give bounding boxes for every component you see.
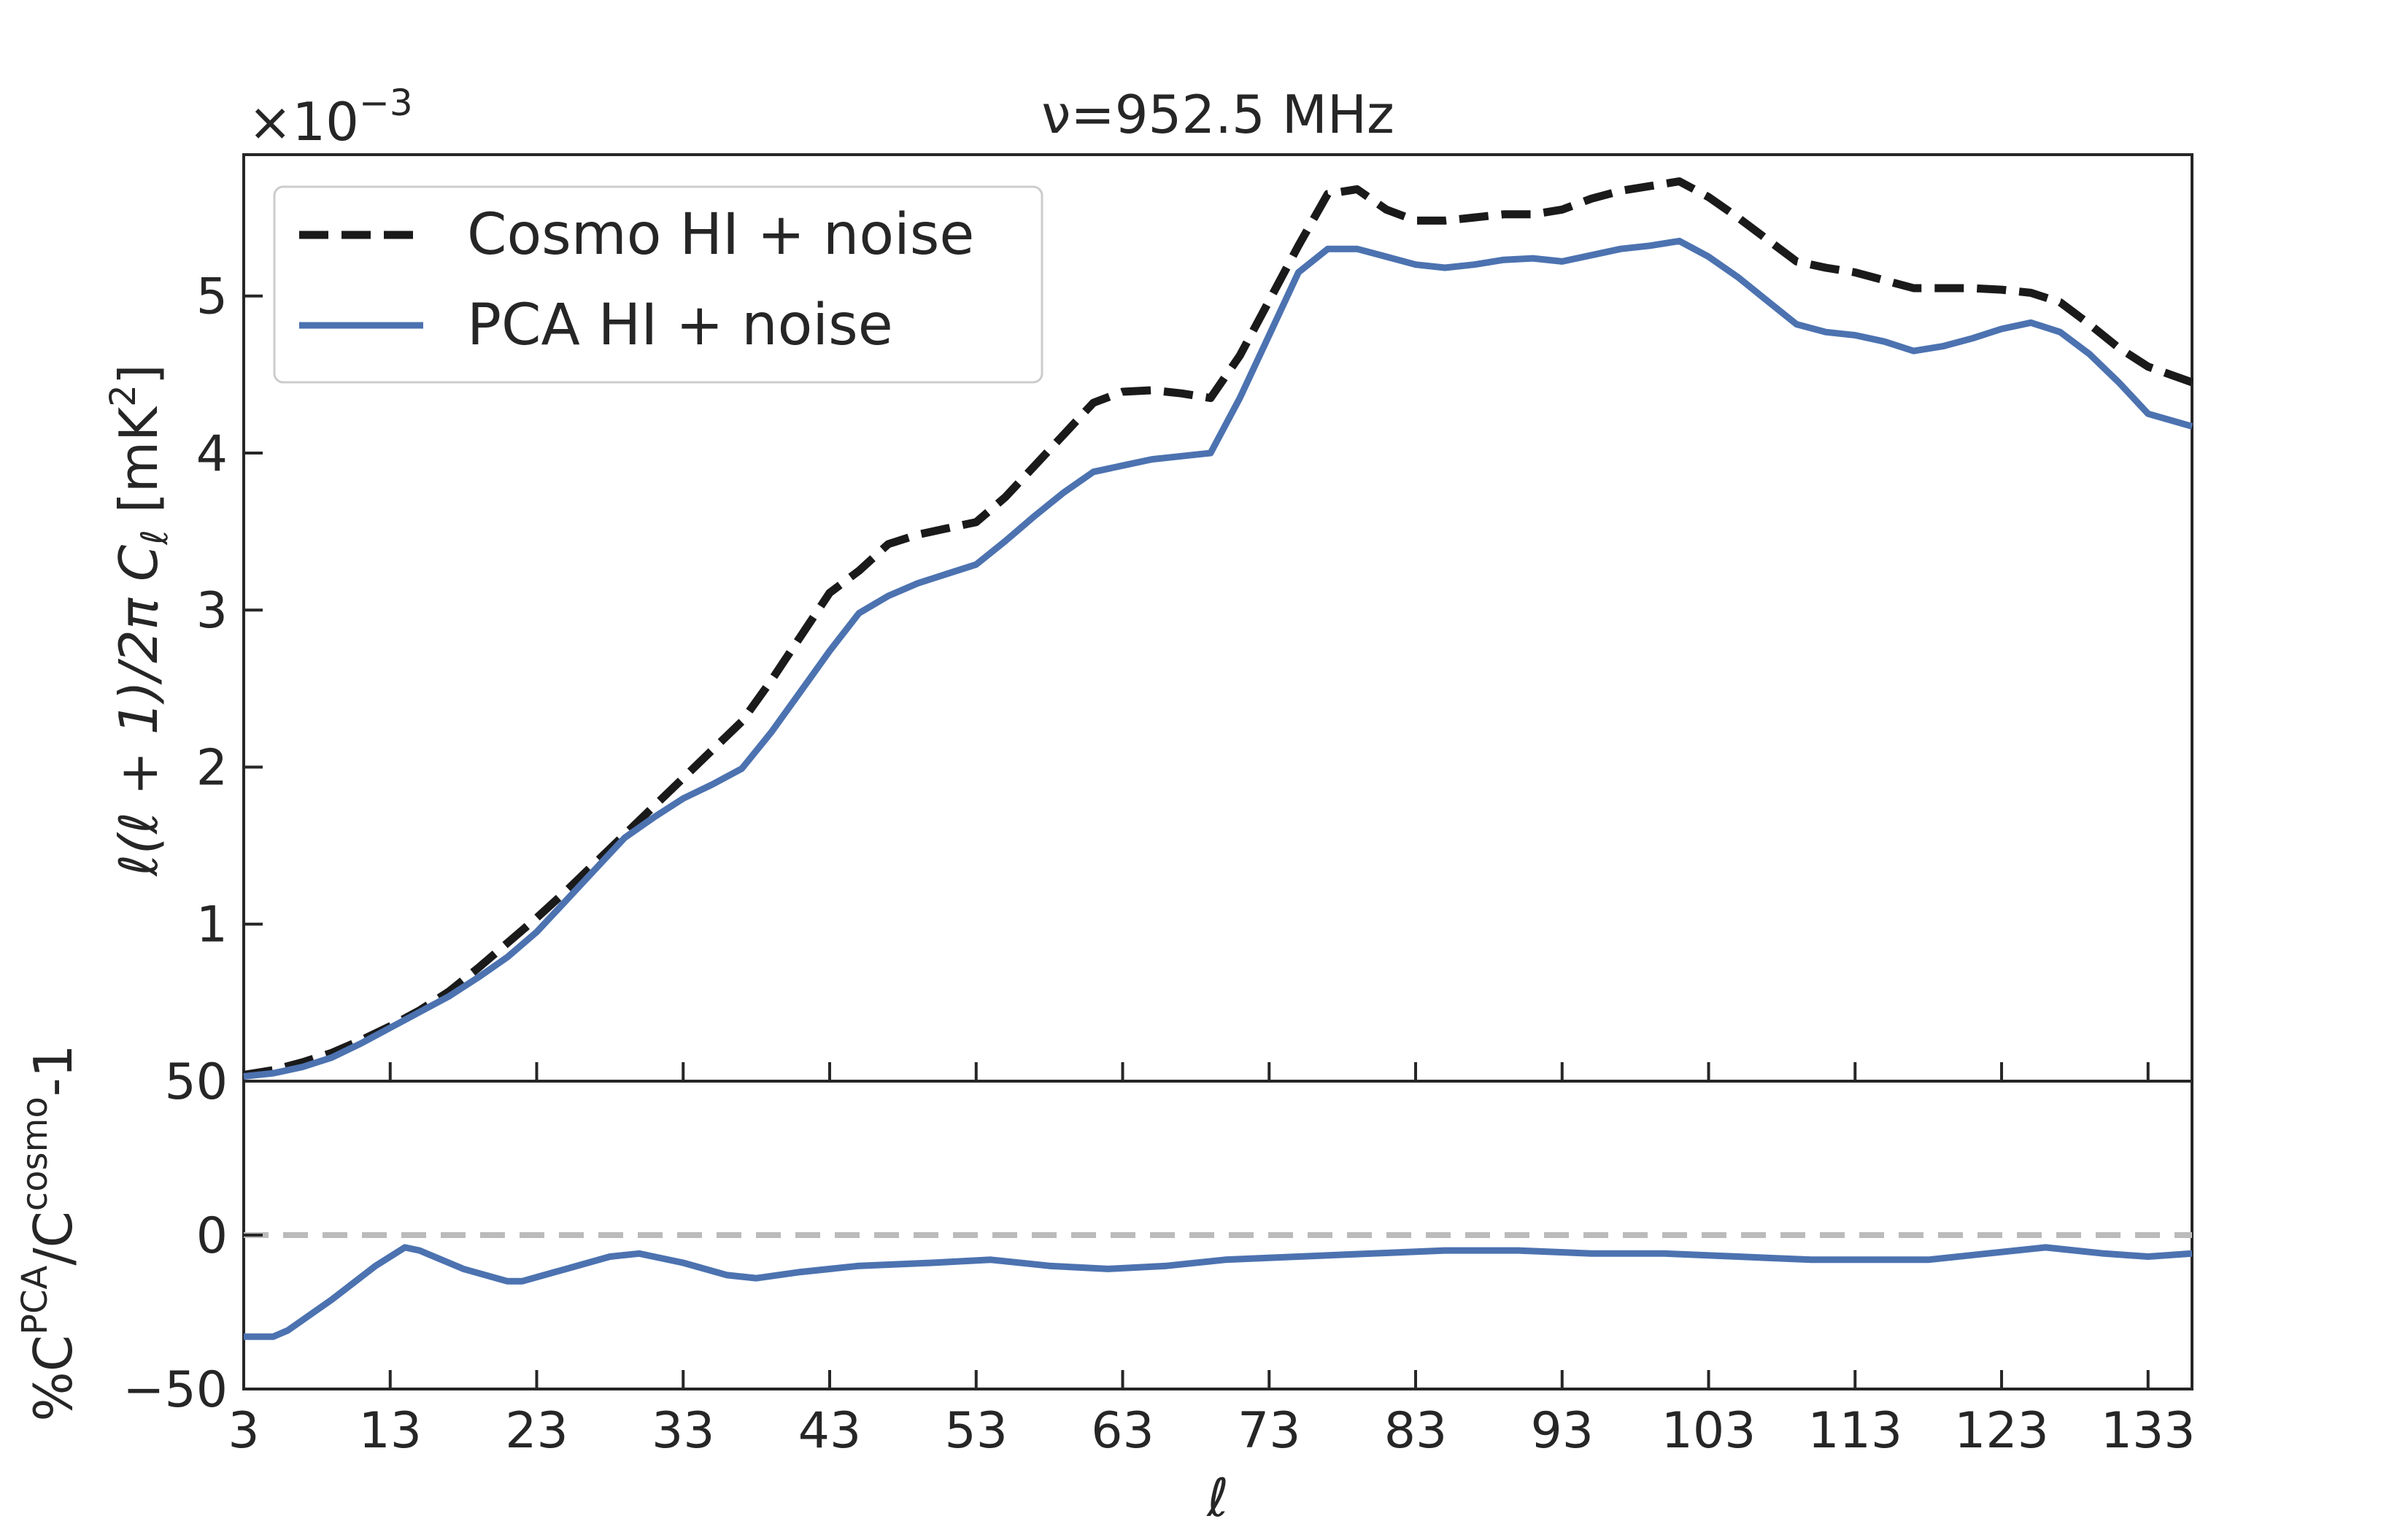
top-panel: ν=952.5 MHz ×10−3 0 1 2 3 4 5 ℓ(ℓ + 1)/2π Cℓ … — [103, 82, 2193, 1111]
bottom-y-axis-label: %CPCA/Ccosmo-1 — [15, 1044, 84, 1421]
x-tick-label: 83 — [1384, 1402, 1448, 1460]
x-tick-label: 3 — [228, 1402, 259, 1460]
x-tick-label: 33 — [652, 1402, 715, 1460]
x-tick-label: 53 — [944, 1402, 1008, 1460]
bottom-x-ticks: 3 13 23 33 43 53 63 73 83 93 103 113 123 133 — [228, 1370, 2196, 1460]
legend-box — [273, 185, 1043, 384]
bottom-series-lines — [244, 1244, 2193, 1340]
legend: Cosmo HI + noise PCA HI + noise — [273, 185, 1043, 384]
top-y-tick-label: 2 — [196, 739, 228, 797]
x-tick-label: 93 — [1531, 1402, 1594, 1460]
top-y-tick-label: 3 — [196, 582, 228, 640]
legend-label-cosmo: Cosmo HI + noise — [467, 202, 974, 268]
series-line-ratio — [244, 1244, 2193, 1340]
x-tick-label: 133 — [2101, 1402, 2196, 1460]
top-y-axis-label: ℓ(ℓ + 1)/2π Cℓ [mK2] — [103, 364, 176, 878]
top-series-lines — [243, 177, 2193, 1080]
x-tick-label: 73 — [1238, 1402, 1301, 1460]
top-y-tick-label: 1 — [196, 897, 228, 954]
bottom-y-tick-label: −50 — [123, 1361, 228, 1419]
bottom-y-tick-label: 0 — [196, 1207, 228, 1265]
x-tick-label: 13 — [358, 1402, 422, 1460]
top-y-tick-label: 5 — [196, 268, 228, 326]
chart-title: ν=952.5 MHz — [1041, 84, 1394, 145]
x-axis-label: ℓ — [1205, 1467, 1229, 1528]
series-line-pca — [243, 237, 2193, 1080]
bottom-y-tick-label: 50 — [164, 1053, 228, 1111]
top-y-tick-label: 0 — [196, 1053, 228, 1111]
y-offset-text: ×10−3 — [248, 82, 413, 152]
x-tick-label: 123 — [1954, 1402, 2049, 1460]
x-tick-label: 63 — [1091, 1402, 1154, 1460]
x-tick-label: 103 — [1662, 1402, 1756, 1460]
top-y-tick-label: 4 — [196, 425, 228, 483]
legend-label-pca: PCA HI + noise — [467, 293, 893, 358]
x-tick-label: 43 — [798, 1402, 862, 1460]
series-line-cosmo — [243, 177, 2193, 1079]
x-tick-label: 113 — [1807, 1402, 1902, 1460]
x-tick-label: 23 — [505, 1402, 568, 1460]
